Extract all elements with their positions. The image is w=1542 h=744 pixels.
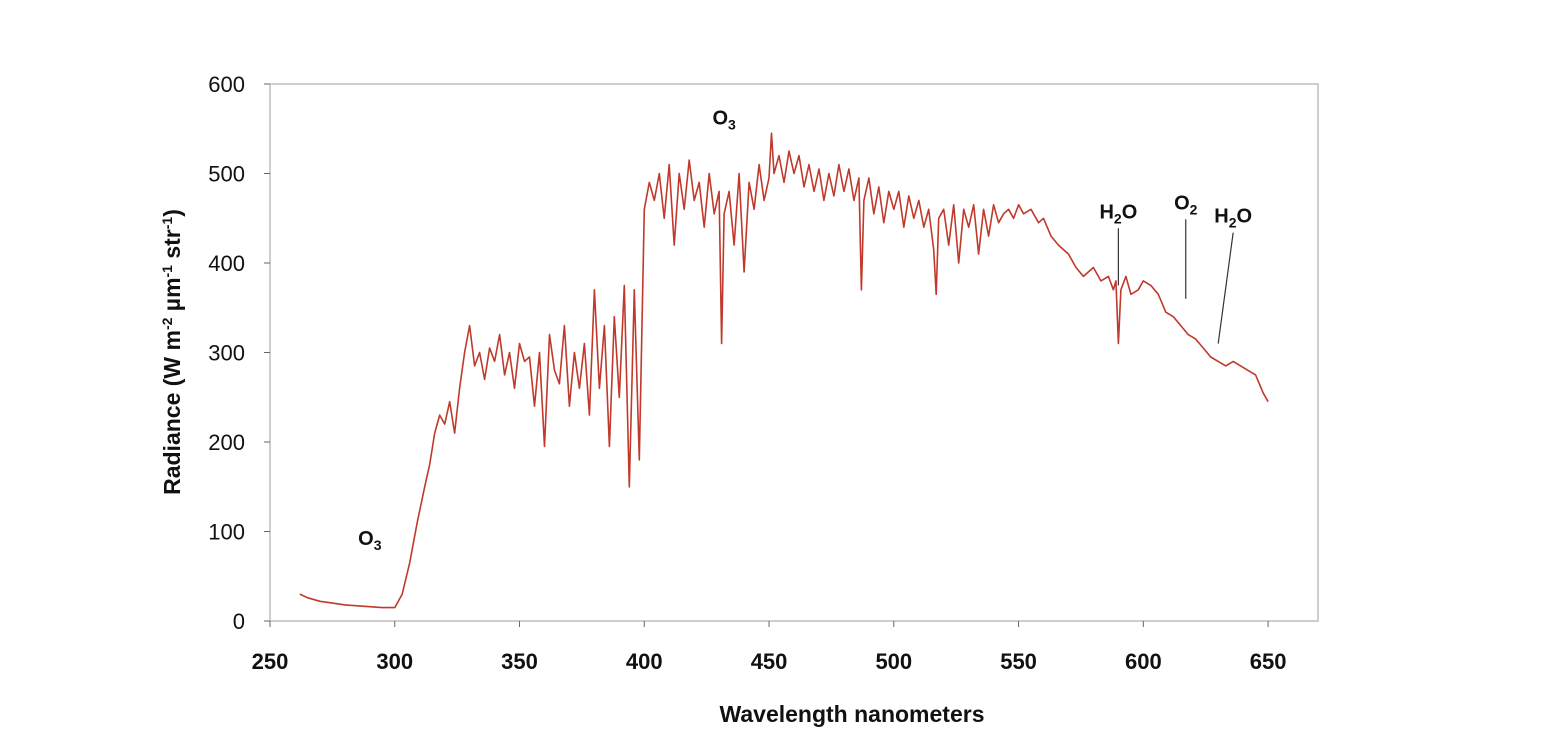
y-axis-title: Radiance (W m-2 µm-1 str-1) [159,209,185,495]
x-tick-label: 250 [252,649,289,674]
annotation-base: H [1099,201,1113,223]
x-axis-ticks: 250 300 350 400 450 500 550 600 650 [252,621,1287,674]
x-tick-label: 500 [875,649,912,674]
x-axis-title: Wavelength nanometers [720,701,985,727]
x-tick-label: 400 [626,649,663,674]
x-tick-label: 350 [501,649,538,674]
y-axis-title-part: str [159,229,185,265]
x-tick-label: 550 [1000,649,1037,674]
y-axis-title-part: µm [159,277,185,317]
annotation-leader-line [1217,232,1234,344]
annotation-tail: O [1122,201,1138,223]
y-axis-title-part: -1 [159,217,175,230]
annotation-subscript: 2 [1229,215,1237,231]
y-tick-label: 600 [208,72,245,97]
x-tick-label: 450 [751,649,788,674]
annotation-tail: O [1237,206,1253,228]
annotation-base: O [1174,192,1190,214]
y-axis-title-part: -2 [159,317,175,330]
y-tick-label: 500 [208,162,245,187]
radiance-series-line [299,132,1269,609]
molecule-annotation: O3 [712,107,736,132]
annotation-base: O [358,528,374,550]
x-tick-label: 600 [1125,649,1162,674]
molecule-annotation: O3 [358,528,382,553]
molecule-annotation: H2O [1099,201,1137,226]
y-axis-title-part: Radiance (W m [159,330,185,495]
annotation-subscript: 3 [728,116,736,132]
molecule-annotation: O2 [1174,192,1198,217]
y-tick-label: 0 [233,609,245,634]
y-axis-ticks: 0 100 200 300 400 500 600 [208,72,270,634]
annotation-subscript: 3 [374,537,382,553]
y-tick-label: 400 [208,251,245,276]
x-tick-label: 300 [376,649,413,674]
x-tick-label: 650 [1250,649,1287,674]
annotation-subscript: 2 [1190,201,1198,217]
y-tick-label: 300 [208,341,245,366]
plot-area [269,83,1319,622]
y-tick-label: 100 [208,520,245,545]
annotation-base: O [712,107,728,129]
annotation-subscript: 2 [1114,210,1122,226]
y-axis-title-part: -1 [159,265,175,278]
y-axis-title-part: ) [159,209,185,217]
y-tick-label: 200 [208,430,245,455]
molecule-annotation: H2O [1214,206,1252,231]
annotation-base: H [1214,206,1228,228]
